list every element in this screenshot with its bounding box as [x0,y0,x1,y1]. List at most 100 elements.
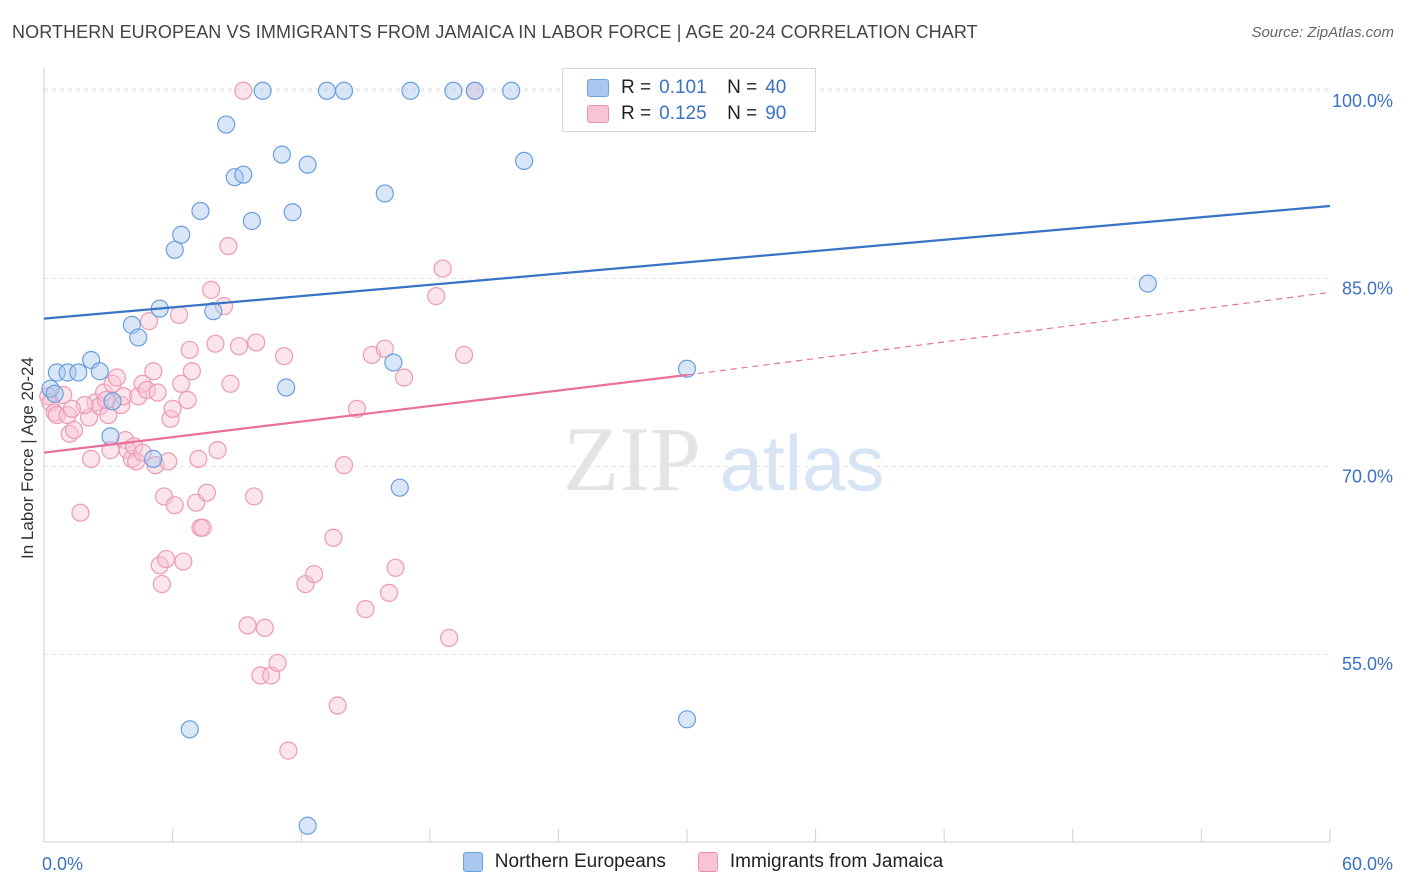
series-legend: Northern Europeans Immigrants from Jamai… [0,851,1406,873]
data-point-northern-europeans [253,81,272,100]
data-point-northern-europeans [69,363,88,382]
legend-r-value: 0.125 [659,103,707,124]
data-point-immigrants-from-jamaica [159,452,178,471]
data-point-immigrants-from-jamaica [182,362,201,381]
legend-swatch-pink [587,105,609,123]
data-point-northern-europeans [103,392,122,411]
data-point-immigrants-from-jamaica [356,600,375,619]
data-point-immigrants-from-jamaica [148,383,167,402]
data-point-northern-europeans [283,203,302,222]
chart-title: NORTHERN EUROPEAN VS IMMIGRANTS FROM JAM… [12,22,978,42]
data-point-northern-europeans [47,363,66,382]
data-point-northern-europeans [401,81,420,100]
data-point-immigrants-from-jamaica [304,564,324,584]
data-point-immigrants-from-jamaica [114,387,133,406]
data-point-northern-europeans [204,302,223,321]
data-point-immigrants-from-jamaica [178,390,197,410]
data-point-northern-europeans [165,240,184,259]
data-point-immigrants-from-jamaica [433,259,452,278]
data-point-northern-europeans [129,328,148,347]
legend-row-immigrants-from-jamaica: R = 0.125 N = 90 [587,102,786,126]
legend-r-label: R = [621,77,652,98]
data-point-immigrants-from-jamaica [251,666,270,685]
data-point-immigrants-from-jamaica [347,399,367,418]
y-axis-label: In Labor Force | Age 20-24 [18,357,37,559]
data-point-northern-europeans [90,362,109,381]
data-point-immigrants-from-jamaica [206,334,225,353]
data-point-immigrants-from-jamaica [163,399,182,418]
watermark-atlas: atlas [720,419,885,507]
data-point-northern-europeans [317,81,337,100]
data-point-immigrants-from-jamaica [229,337,249,356]
data-point-immigrants-from-jamaica [328,696,347,715]
trend-lines [43,204,1331,454]
data-point-immigrants-from-jamaica [247,333,266,352]
data-point-immigrants-from-jamaica [454,345,474,365]
legend-swatch-blue [587,79,609,97]
data-point-immigrants-from-jamaica [197,483,216,502]
data-point-northern-europeans [277,378,296,397]
data-point-immigrants-from-jamaica [137,380,156,400]
data-point-northern-europeans [334,81,354,100]
data-point-immigrants-from-jamaica [324,528,343,547]
data-point-immigrants-from-jamaica [279,741,298,760]
data-point-immigrants-from-jamaica [62,399,81,418]
data-point-immigrants-from-jamaica [394,368,414,387]
data-point-immigrants-from-jamaica [157,549,176,569]
data-point-northern-europeans [677,710,697,729]
data-point-northern-europeans [144,449,163,468]
data-point-immigrants-from-jamaica [180,340,199,360]
trend-line-northern-europeans [43,204,1331,320]
x-tick-label: 0.0% [42,854,83,874]
data-point-immigrants-from-jamaica [133,443,152,462]
data-point-immigrants-from-jamaica [152,574,171,594]
data-point-immigrants-from-jamaica [193,518,212,537]
data-point-northern-europeans [234,165,253,184]
legend-r-value: 0.101 [659,77,707,98]
data-point-northern-europeans [515,151,534,170]
data-point-northern-europeans [1138,274,1157,293]
legend-n-value: 90 [765,103,787,124]
legend-item-northern-europeans: Northern Europeans [462,851,666,873]
data-point-northern-europeans [180,720,199,739]
data-point-immigrants-from-jamaica [234,81,253,100]
data-point-northern-europeans [272,145,292,164]
data-point-northern-europeans [217,115,236,134]
legend-n-label: N = [727,103,758,124]
data-point-northern-europeans [502,81,521,100]
source-label: Source: ZipAtlas.com [1251,24,1394,41]
data-point-immigrants-from-jamaica [238,616,257,635]
watermark-zip: ZIP [563,408,701,510]
data-point-northern-europeans [172,225,191,244]
data-point-immigrants-from-jamaica [439,628,459,648]
data-point-immigrants-from-jamaica [268,653,287,673]
axes [43,68,1331,843]
data-point-immigrants-from-jamaica [82,449,101,468]
y-tick-label: 100.0% [1332,91,1393,111]
data-point-immigrants-from-jamaica [221,374,240,393]
data-point-immigrants-from-jamaica [71,503,90,522]
y-tick-label: 70.0% [1342,466,1393,486]
data-point-immigrants-from-jamaica [274,347,294,366]
trend-line-immigrants-from-jamaica [43,373,688,454]
data-point-northern-europeans [298,816,317,835]
data-point-northern-europeans [58,363,77,382]
data-point-immigrants-from-jamaica [386,558,405,577]
y-tick-label: 85.0% [1342,279,1393,299]
legend-n-label: N = [727,77,758,98]
y-tick-label: 55.0% [1342,654,1393,674]
series-immigrants-from-jamaica [39,81,484,760]
data-point-northern-europeans [677,359,697,378]
tick-labels: 55.0% 70.0% 85.0% 100.0% 0.0% 60.0% [42,91,1393,874]
legend-item-immigrants-from-jamaica: Immigrants from Jamaica [697,851,944,873]
data-point-northern-europeans [375,184,394,203]
legend-row-northern-europeans: R = 0.101 N = 40 [587,76,786,100]
x-tick-label: 60.0% [1342,854,1393,874]
legend-label: Immigrants from Jamaica [729,851,944,872]
data-point-immigrants-from-jamaica [139,312,159,331]
legend-r-label: R = [621,103,652,124]
data-point-immigrants-from-jamaica [255,618,274,638]
data-point-northern-europeans [384,353,403,372]
data-point-immigrants-from-jamaica [379,583,399,602]
